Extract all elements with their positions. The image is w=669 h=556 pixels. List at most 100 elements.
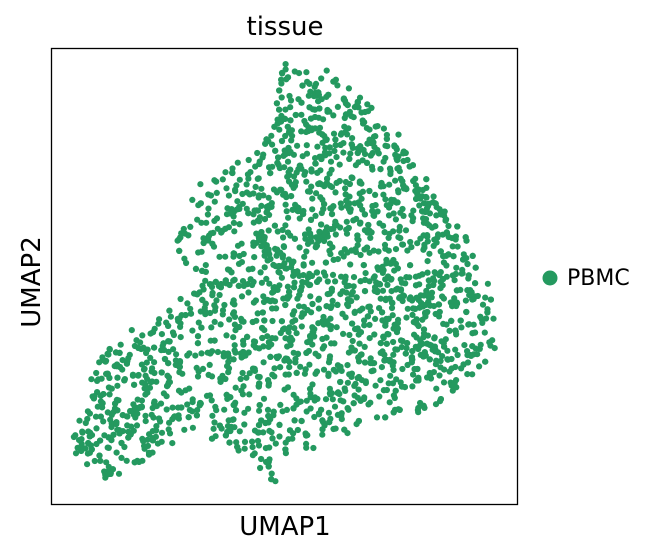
scatter-point [396, 227, 403, 234]
scatter-point [357, 278, 364, 285]
scatter-point [211, 337, 218, 344]
scatter-point [308, 166, 315, 173]
scatter-point [165, 426, 172, 433]
scatter-point [264, 333, 271, 340]
scatter-point [365, 221, 372, 229]
scatter-point [284, 74, 292, 81]
scatter-point [306, 188, 313, 195]
scatter-point [108, 424, 115, 431]
scatter-point [86, 433, 93, 440]
scatter-point [388, 196, 395, 203]
scatter-point [192, 265, 200, 272]
scatter-point [424, 308, 431, 316]
scatter-point [276, 106, 283, 113]
scatter-point [328, 211, 336, 218]
scatter-point [239, 278, 247, 285]
scatter-point [231, 228, 238, 235]
scatter-point [226, 439, 233, 446]
scatter-point [379, 317, 386, 324]
scatter-point [291, 235, 298, 242]
scatter-point [246, 391, 253, 398]
scatter-point [366, 187, 373, 195]
scatter-point [262, 140, 269, 147]
scatter-point [329, 244, 336, 251]
scatter-point [164, 372, 171, 379]
scatter-point [84, 450, 91, 457]
scatter-point [340, 149, 347, 156]
scatter-point [93, 369, 100, 377]
scatter-point [276, 126, 283, 133]
scatter-point [267, 170, 274, 177]
scatter-point [281, 357, 288, 364]
scatter-point [350, 274, 358, 281]
scatter-point [204, 211, 211, 218]
scatter-point [449, 272, 456, 279]
scatter-point [282, 301, 289, 309]
scatter-point [342, 185, 349, 192]
scatter-point [303, 397, 310, 404]
scatter-point [482, 294, 489, 301]
scatter-point [332, 142, 339, 149]
scatter-point [340, 330, 347, 337]
scatter-point [399, 365, 406, 373]
scatter-point [286, 324, 293, 331]
scatter-point [313, 368, 321, 375]
scatter-point [147, 379, 154, 386]
scatter-point [198, 350, 205, 357]
scatter-point [240, 341, 247, 348]
scatter-point [389, 362, 396, 369]
scatter-point [328, 340, 335, 347]
scatter-point [377, 377, 384, 384]
scatter-point [282, 222, 289, 229]
scatter-point [206, 361, 213, 368]
scatter-point [337, 131, 344, 138]
scatter-point [232, 186, 239, 193]
scatter-point [189, 327, 196, 334]
scatter-point [432, 310, 439, 318]
scatter-point [268, 470, 275, 477]
scatter-point [158, 369, 165, 376]
scatter-point [437, 396, 444, 403]
scatter-point [249, 438, 256, 445]
scatter-point [84, 408, 91, 415]
scatter-point [272, 147, 279, 154]
scatter-point [313, 269, 320, 276]
scatter-point [211, 198, 218, 205]
scatter-point [280, 234, 287, 241]
scatter-point [246, 370, 253, 377]
scatter-point [300, 261, 307, 268]
scatter-point [279, 70, 286, 77]
scatter-point [333, 154, 340, 161]
scatter-point [424, 201, 431, 208]
scatter-point [250, 278, 257, 285]
scatter-point [259, 334, 266, 342]
legend-label-pbmc: PBMC [567, 266, 630, 291]
scatter-point [323, 67, 330, 74]
scatter-point [469, 296, 476, 303]
scatter-point [443, 262, 450, 269]
scatter-point [357, 143, 364, 150]
scatter-point [408, 354, 415, 361]
scatter-point [370, 367, 377, 374]
scatter-point [294, 142, 301, 149]
scatter-point [436, 372, 443, 379]
scatter-point [219, 307, 227, 314]
scatter-point [318, 75, 325, 82]
scatter-point [205, 191, 212, 198]
scatter-point [320, 366, 328, 373]
scatter-point [76, 417, 83, 424]
scatter-point [184, 352, 191, 359]
scatter-point [185, 414, 192, 421]
scatter-point [199, 267, 206, 274]
scatter-point [202, 262, 209, 269]
scatter-point [357, 219, 364, 226]
scatter-point [275, 262, 283, 270]
scatter-point [464, 371, 471, 378]
scatter-point [388, 288, 395, 295]
scatter-point [294, 426, 301, 434]
scatter-point [264, 257, 271, 264]
scatter-point [193, 412, 200, 419]
scatter-point [127, 431, 134, 438]
scatter-point [88, 376, 95, 383]
scatter-point [390, 210, 397, 217]
